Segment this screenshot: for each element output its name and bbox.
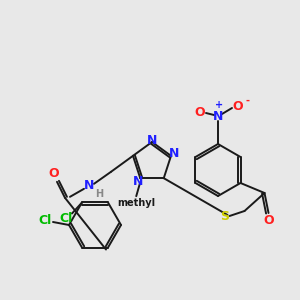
- Text: O: O: [49, 167, 59, 180]
- Text: N: N: [133, 175, 143, 188]
- Text: O: O: [263, 214, 274, 227]
- Text: O: O: [233, 100, 243, 112]
- Text: N: N: [169, 147, 179, 160]
- Text: S: S: [220, 211, 229, 224]
- Text: H: H: [95, 189, 103, 199]
- Text: +: +: [215, 100, 223, 110]
- Text: Cl: Cl: [59, 212, 73, 225]
- Text: N: N: [84, 179, 94, 192]
- Text: O: O: [195, 106, 205, 118]
- Text: methyl: methyl: [117, 198, 155, 208]
- Text: -: -: [245, 96, 249, 106]
- Text: N: N: [213, 110, 223, 122]
- Text: N: N: [147, 134, 157, 146]
- Text: Cl: Cl: [38, 214, 52, 226]
